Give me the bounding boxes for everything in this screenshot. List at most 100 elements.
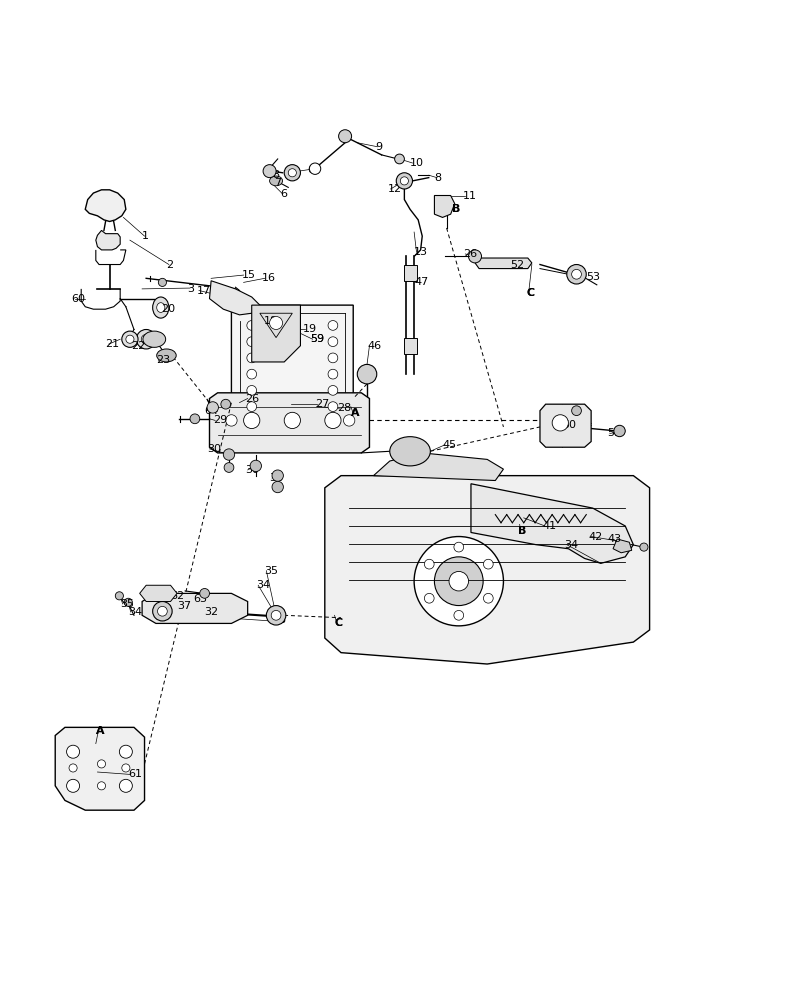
Text: 61: 61 xyxy=(128,769,142,779)
Text: 16: 16 xyxy=(261,273,275,283)
Circle shape xyxy=(207,402,218,413)
Circle shape xyxy=(284,165,300,181)
Circle shape xyxy=(566,265,586,284)
Circle shape xyxy=(126,335,134,343)
Text: 2: 2 xyxy=(166,260,174,270)
Ellipse shape xyxy=(157,303,165,312)
Circle shape xyxy=(223,449,234,460)
Circle shape xyxy=(67,745,79,758)
Circle shape xyxy=(453,610,463,620)
Circle shape xyxy=(122,764,130,772)
Circle shape xyxy=(157,606,167,616)
Circle shape xyxy=(247,402,256,411)
Text: 26: 26 xyxy=(245,393,259,403)
Text: 15: 15 xyxy=(242,270,255,280)
Circle shape xyxy=(483,559,492,569)
Polygon shape xyxy=(85,190,126,221)
Circle shape xyxy=(453,542,463,552)
Text: 41: 41 xyxy=(542,521,556,531)
Circle shape xyxy=(152,601,172,621)
Circle shape xyxy=(338,130,351,143)
Text: B: B xyxy=(452,204,460,214)
Text: 29: 29 xyxy=(212,415,227,425)
Polygon shape xyxy=(539,404,590,447)
Circle shape xyxy=(271,610,281,620)
Text: 45: 45 xyxy=(442,440,456,450)
Circle shape xyxy=(284,412,300,429)
Circle shape xyxy=(394,154,404,164)
Circle shape xyxy=(247,353,256,363)
Text: 30: 30 xyxy=(207,444,221,454)
Circle shape xyxy=(324,412,341,429)
Text: 27: 27 xyxy=(315,399,329,409)
Polygon shape xyxy=(209,281,260,315)
Polygon shape xyxy=(231,305,353,447)
Polygon shape xyxy=(96,230,120,250)
Text: 6: 6 xyxy=(307,165,314,175)
Circle shape xyxy=(328,337,337,347)
Text: 42: 42 xyxy=(588,532,603,542)
Text: 21: 21 xyxy=(105,339,119,349)
Circle shape xyxy=(122,331,138,347)
Polygon shape xyxy=(434,196,454,217)
Circle shape xyxy=(551,415,568,431)
Circle shape xyxy=(136,329,156,349)
Text: 38: 38 xyxy=(269,473,283,483)
Circle shape xyxy=(571,269,581,279)
Circle shape xyxy=(483,593,492,603)
Circle shape xyxy=(328,402,337,411)
Circle shape xyxy=(424,559,434,569)
Circle shape xyxy=(247,369,256,379)
Text: 37: 37 xyxy=(177,601,191,611)
Text: 12: 12 xyxy=(388,184,401,194)
Text: 9: 9 xyxy=(375,142,382,152)
Text: 7: 7 xyxy=(274,178,281,188)
Circle shape xyxy=(309,163,320,174)
Text: 1: 1 xyxy=(142,231,149,241)
Circle shape xyxy=(396,173,412,189)
Circle shape xyxy=(221,399,230,409)
Text: 51: 51 xyxy=(607,428,620,438)
Circle shape xyxy=(571,406,581,416)
Polygon shape xyxy=(474,258,531,269)
Polygon shape xyxy=(209,393,369,453)
Polygon shape xyxy=(251,305,300,362)
Text: 20: 20 xyxy=(161,304,174,314)
Text: 10: 10 xyxy=(410,158,423,168)
Circle shape xyxy=(158,278,166,286)
Text: 59: 59 xyxy=(310,334,324,344)
Text: 43: 43 xyxy=(607,534,620,544)
Circle shape xyxy=(69,764,77,772)
Bar xyxy=(404,338,416,354)
Circle shape xyxy=(269,316,282,329)
Text: 8: 8 xyxy=(434,173,441,183)
Circle shape xyxy=(468,250,481,263)
Circle shape xyxy=(288,169,296,177)
Text: 47: 47 xyxy=(414,277,428,287)
Circle shape xyxy=(250,460,261,472)
Polygon shape xyxy=(142,593,247,623)
Text: 62: 62 xyxy=(170,591,184,601)
Text: C: C xyxy=(334,618,342,628)
Text: B: B xyxy=(517,526,525,536)
Text: 30: 30 xyxy=(245,465,259,475)
Circle shape xyxy=(639,543,647,551)
Ellipse shape xyxy=(152,297,169,318)
Text: 34: 34 xyxy=(128,607,142,617)
Circle shape xyxy=(200,589,209,598)
Circle shape xyxy=(190,414,200,424)
Circle shape xyxy=(414,537,503,626)
Text: A: A xyxy=(350,408,358,418)
Text: 35: 35 xyxy=(120,599,134,609)
Text: 22: 22 xyxy=(131,341,146,351)
Text: 35: 35 xyxy=(264,566,277,576)
Circle shape xyxy=(448,571,468,591)
Polygon shape xyxy=(324,476,649,664)
Ellipse shape xyxy=(157,349,176,362)
Text: 36: 36 xyxy=(272,615,285,625)
Circle shape xyxy=(272,481,283,493)
Text: 64: 64 xyxy=(204,406,218,416)
Text: 63: 63 xyxy=(193,594,207,604)
Text: 59: 59 xyxy=(310,334,324,344)
Ellipse shape xyxy=(143,331,165,347)
